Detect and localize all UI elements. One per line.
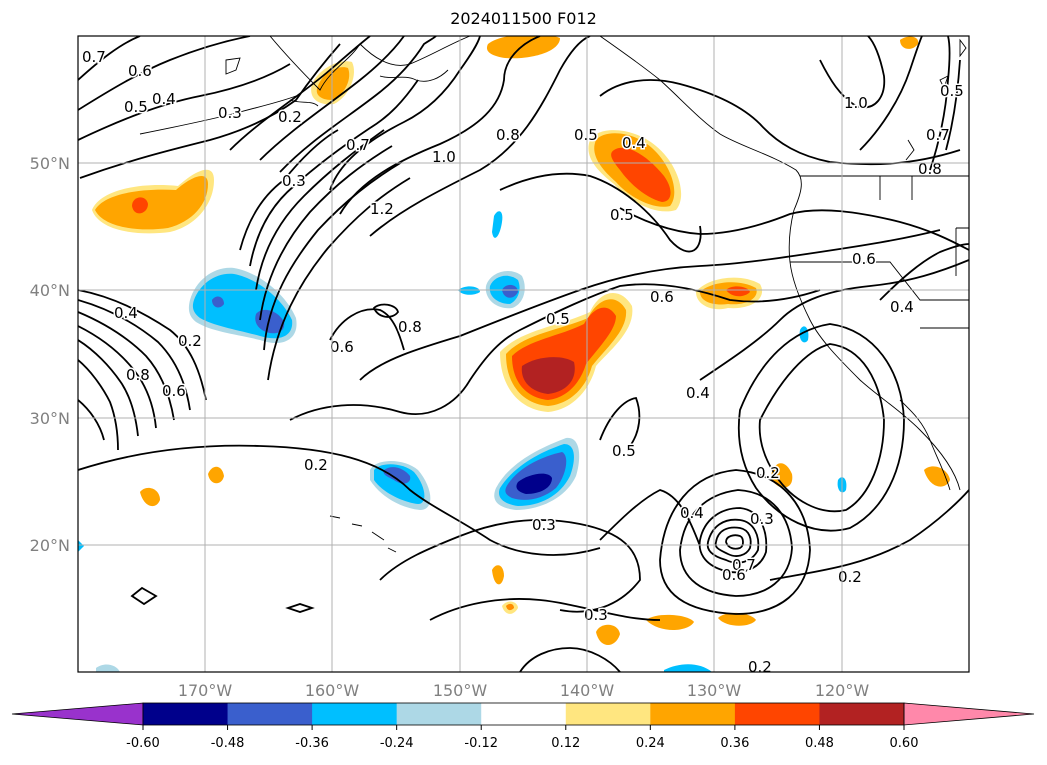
contour-label: 0.7	[926, 126, 950, 144]
contour-label: 0.6	[722, 566, 746, 584]
colorbar-segment	[312, 703, 398, 725]
colorbar-tick-label: 0.48	[805, 736, 834, 751]
contour-label: 0.4	[622, 134, 646, 152]
colorbar: -0.60 -0.48 -0.36 -0.24 -0.12 0.12 0.24 0.36 0.4…	[11, 702, 1035, 751]
contour-label: 0.7	[346, 136, 370, 154]
colorbar-tick-label: -0.60	[126, 736, 160, 751]
colorbar-extend-high	[903, 702, 1035, 726]
contour-label: 0.8	[398, 318, 422, 336]
contour-label: 0.2	[304, 456, 328, 474]
contour-label: 0.4	[890, 298, 914, 316]
colorbar-extend-low	[11, 702, 144, 726]
lon-label: 150°W	[433, 681, 488, 700]
colorbar-segment	[143, 703, 229, 725]
lat-label: 30°N	[30, 409, 70, 428]
colorbar-tick-label: 0.12	[551, 736, 580, 751]
colorbar-segment	[396, 703, 482, 725]
colorbar-tick-label: -0.12	[464, 736, 498, 751]
contour-label: 0.7	[82, 48, 106, 66]
colorbar-segment	[819, 703, 905, 725]
contour-label: 0.6	[128, 62, 152, 80]
contour-label: 0.5	[546, 310, 570, 328]
longitude-labels: 170°W 160°W 150°W 140°W 130°W 120°W	[178, 681, 870, 700]
lon-label: 140°W	[560, 681, 615, 700]
contour-label: 0.3	[750, 510, 774, 528]
contour-label: 0.5	[612, 442, 636, 460]
contour-label: 0.3	[532, 516, 556, 534]
contour-label: 0.6	[852, 250, 876, 268]
map-title: 2024011500 F012	[450, 9, 597, 28]
lon-label: 160°W	[305, 681, 360, 700]
colorbar-tick-label: 0.24	[636, 736, 665, 751]
contour-label: 0.6	[650, 288, 674, 306]
colorbar-frame	[142, 702, 905, 726]
contour-label: 0.6	[162, 382, 186, 400]
contour-label: 0.5	[610, 206, 634, 224]
graticule	[78, 36, 969, 672]
latitude-labels: 50°N 40°N 30°N 20°N	[30, 154, 70, 555]
lon-label: 130°W	[687, 681, 742, 700]
contour-lines	[78, 36, 969, 672]
contour-label: 0.2	[748, 658, 772, 676]
contour-label: 0.2	[278, 108, 302, 126]
lat-label: 40°N	[30, 281, 70, 300]
contour-label: 0.8	[496, 126, 520, 144]
colorbar-segment	[734, 703, 820, 725]
contour-label: 0.5	[574, 126, 598, 144]
contour-label: 0.2	[178, 332, 202, 350]
colorbar-tick-label: -0.24	[380, 736, 414, 751]
contour-label: 0.5	[124, 98, 148, 116]
colorbar-segment	[227, 703, 313, 725]
colorbar-segment	[481, 703, 567, 725]
contour-label: 0.3	[584, 606, 608, 624]
contour-label: 0.4	[152, 90, 176, 108]
lon-label: 170°W	[178, 681, 233, 700]
contour-label: 0.8	[918, 160, 942, 178]
contour-label: 0.2	[838, 568, 862, 586]
lon-label: 120°W	[815, 681, 870, 700]
contour-label: 1.0	[844, 94, 868, 112]
colorbar-segment	[650, 703, 736, 725]
contour-labels: 0.7 0.6 0.5 0.4 0.3 0.2 0.3 0.7 1.2 1.0 …	[81, 47, 966, 676]
colorbar-segment	[565, 703, 651, 725]
contour-label: 0.6	[330, 338, 354, 356]
contour-label: 0.4	[680, 504, 704, 522]
colorbar-tick-label: -0.36	[295, 736, 329, 751]
contour-label: 1.0	[432, 148, 456, 166]
contour-label: 0.5	[940, 82, 964, 100]
contour-label: 0.2	[756, 464, 780, 482]
contour-label: 0.3	[218, 104, 242, 122]
positive-shading	[92, 36, 950, 645]
contour-label: 0.4	[686, 384, 710, 402]
lat-label: 50°N	[30, 154, 70, 173]
lat-label: 20°N	[30, 536, 70, 555]
map-frame	[77, 35, 970, 673]
contour-label: 0.4	[114, 304, 138, 322]
contour-label: 0.3	[282, 172, 306, 190]
contour-label: 1.2	[370, 200, 394, 218]
contour-label: 0.7	[732, 556, 756, 574]
contour-label: 0.8	[126, 366, 150, 384]
colorbar-tick-label: -0.48	[211, 736, 245, 751]
colorbar-tick-label: 0.60	[890, 736, 919, 751]
colorbar-tick-label: 0.36	[720, 736, 749, 751]
